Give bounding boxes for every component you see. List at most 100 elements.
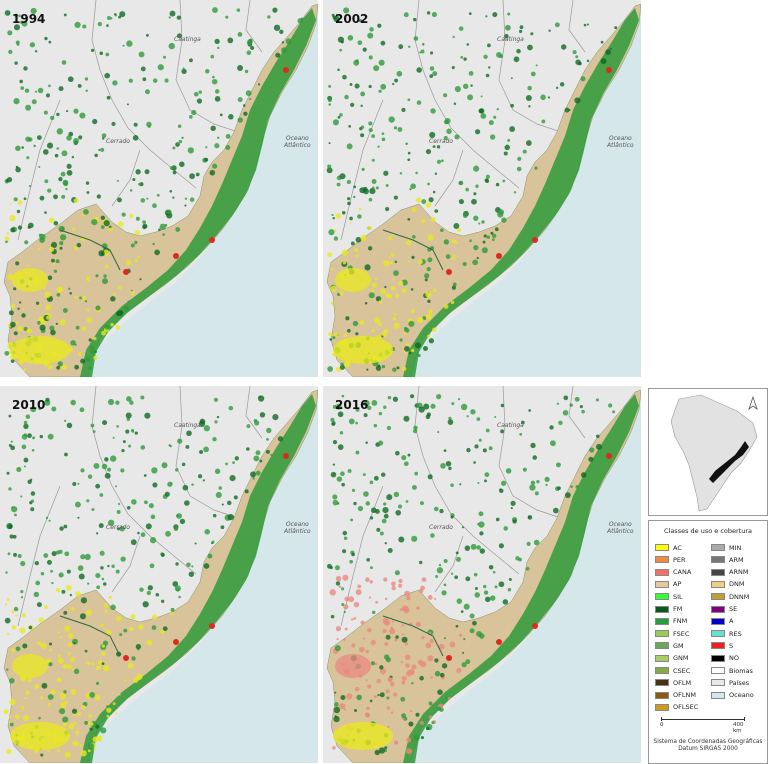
land-cover-patch: [126, 40, 133, 47]
land-cover-patch: [485, 179, 490, 184]
land-cover-patch: [344, 596, 350, 602]
land-cover-patch: [116, 527, 120, 531]
land-cover-patch: [68, 723, 75, 730]
land-cover-patch: [58, 287, 63, 292]
land-cover-patch: [440, 228, 444, 232]
land-cover-patch: [24, 88, 30, 93]
land-cover-patch: [535, 64, 538, 67]
land-cover-patch: [527, 44, 533, 51]
land-cover-patch: [189, 173, 195, 180]
land-cover-patch: [82, 295, 87, 301]
land-cover-patch: [395, 293, 400, 298]
land-cover-patch: [84, 77, 89, 81]
land-cover-patch: [467, 94, 474, 101]
land-cover-patch: [483, 584, 487, 589]
land-cover-patch: [398, 578, 403, 584]
land-cover-patch: [86, 317, 93, 323]
land-cover-patch: [131, 430, 135, 433]
land-cover-patch: [331, 422, 336, 426]
land-cover-patch: [371, 329, 375, 333]
land-cover-patch: [204, 157, 209, 162]
land-cover-patch: [109, 17, 113, 20]
land-cover-patch: [330, 614, 335, 619]
land-cover-patch: [399, 338, 403, 342]
land-cover-patch: [382, 628, 387, 633]
land-cover-patch: [513, 56, 520, 63]
land-cover-patch: [476, 256, 479, 260]
land-cover-patch: [368, 55, 373, 60]
land-cover-patch: [176, 15, 182, 20]
legend-item-cana: CANA: [655, 568, 691, 577]
land-cover-patch: [564, 107, 570, 113]
land-cover-patch: [82, 24, 87, 29]
land-cover-patch: [416, 67, 422, 73]
land-cover-patch: [425, 291, 432, 298]
land-cover-patch: [341, 249, 348, 256]
land-cover-patch: [214, 38, 220, 45]
land-cover-patch: [75, 730, 80, 735]
land-cover-patch: [343, 536, 348, 541]
land-cover-patch: [66, 422, 73, 429]
land-cover-patch: [581, 409, 585, 414]
land-cover-patch: [35, 580, 41, 586]
land-cover-patch: [129, 213, 134, 219]
land-cover-patch: [351, 488, 356, 492]
land-cover-patch: [212, 75, 215, 79]
land-cover-patch: [404, 590, 411, 597]
land-cover-patch: [326, 167, 333, 174]
land-cover-patch: [121, 212, 126, 217]
land-cover-patch: [328, 142, 331, 145]
legend-swatch: [655, 630, 669, 638]
land-cover-patch: [426, 267, 431, 272]
land-cover-patch: [421, 219, 426, 224]
land-cover-patch: [393, 270, 399, 276]
land-cover-patch: [434, 670, 441, 677]
land-cover-patch: [439, 508, 444, 514]
biome-label-cerrado: Cerrado: [106, 138, 130, 145]
land-cover-patch: [407, 158, 411, 162]
land-cover-patch: [564, 492, 571, 499]
land-cover-patch: [369, 187, 376, 195]
land-cover-patch: [250, 471, 256, 478]
land-cover-patch: [572, 50, 577, 55]
land-cover-patch: [394, 570, 400, 576]
land-cover-patch: [70, 607, 75, 612]
land-cover-patch: [411, 348, 415, 353]
land-cover-patch: [518, 29, 523, 34]
biome-label-caatinga: Caatinga: [174, 422, 201, 429]
land-cover-patch: [209, 169, 216, 176]
land-cover-patch: [86, 499, 90, 503]
land-cover-patch: [70, 399, 76, 406]
land-cover-patch: [225, 462, 229, 466]
land-cover-patch: [67, 664, 72, 670]
land-cover-patch: [334, 565, 340, 571]
land-cover-patch: [404, 654, 411, 661]
land-cover-patch: [146, 197, 149, 200]
land-cover-patch: [175, 468, 179, 472]
land-cover-patch: [501, 480, 507, 486]
land-cover-patch: [353, 195, 356, 198]
land-cover-patch: [482, 240, 486, 244]
legend-label: AC: [673, 543, 682, 552]
land-cover-patch: [452, 254, 456, 257]
land-cover-patch: [520, 420, 525, 425]
land-cover-patch: [434, 172, 438, 175]
land-cover-patch: [504, 33, 509, 39]
land-cover-patch: [454, 134, 460, 140]
land-cover-patch: [449, 641, 456, 648]
land-cover-patch: [482, 448, 487, 453]
land-cover-patch: [381, 331, 387, 337]
land-cover-patch: [368, 127, 373, 133]
land-cover-patch: [60, 701, 67, 709]
land-cover-patch: [38, 716, 41, 720]
land-cover-patch: [385, 689, 390, 694]
land-cover-patch: [101, 133, 107, 139]
land-cover-patch: [166, 209, 172, 215]
land-cover-patch: [452, 282, 457, 287]
land-cover-patch: [458, 26, 464, 31]
legend-label: GNM: [673, 654, 689, 663]
land-cover-patch: [144, 500, 148, 505]
land-cover-patch: [64, 751, 71, 758]
land-cover-patch: [214, 468, 221, 474]
boundary-line: [175, 386, 239, 519]
